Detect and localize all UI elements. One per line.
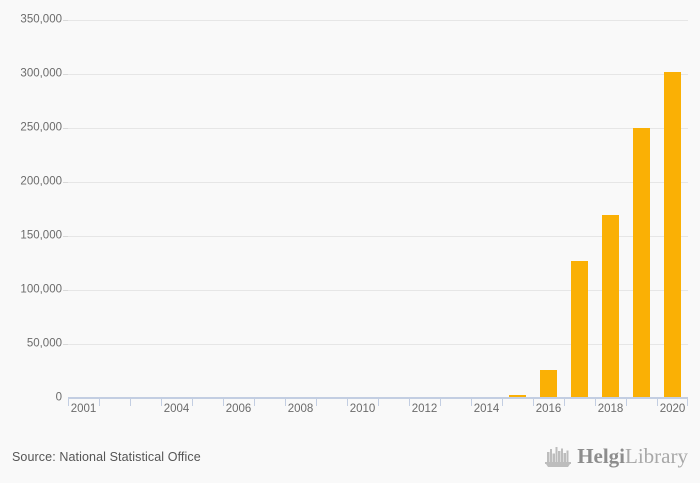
y-axis-tick-label: 100,000 bbox=[20, 283, 62, 296]
x-axis-tick bbox=[471, 398, 472, 406]
x-axis-labels: 2001 2004 2006 2008 2010 2012 2014 2016 2018 2020 bbox=[68, 403, 688, 422]
x-axis-tick bbox=[161, 398, 162, 406]
brand-wordmark: HelgiLibrary bbox=[577, 443, 688, 468]
bar-2016[interactable] bbox=[540, 369, 557, 398]
x-axis-tick-label: 2006 bbox=[225, 403, 252, 415]
y-axis-tick-label: 300,000 bbox=[20, 67, 62, 80]
y-axis-tick bbox=[63, 74, 68, 75]
x-axis-tick bbox=[687, 398, 688, 406]
y-axis-tick bbox=[63, 182, 68, 183]
y-axis-tick-label: 50,000 bbox=[26, 337, 62, 350]
plot-area bbox=[68, 20, 688, 399]
x-axis-tick bbox=[68, 398, 69, 406]
x-axis-tick bbox=[130, 398, 131, 406]
y-axis-tick-label: 250,000 bbox=[20, 121, 62, 134]
x-axis-tick-label: 2008 bbox=[287, 403, 314, 415]
bar-2018[interactable] bbox=[602, 215, 619, 398]
gridline bbox=[68, 236, 688, 237]
x-axis-tick bbox=[595, 398, 596, 406]
x-axis-tick bbox=[285, 398, 286, 406]
x-axis-tick-label: 2016 bbox=[535, 403, 562, 415]
y-axis-tick-label: 150,000 bbox=[20, 229, 62, 242]
x-axis-tick bbox=[626, 398, 627, 406]
x-axis-tick-label: 2012 bbox=[411, 403, 438, 415]
brand-name-light: Library bbox=[625, 443, 688, 468]
helgi-library-logo[interactable]: HelgiLibrary bbox=[545, 445, 688, 467]
y-axis-tick-label: 200,000 bbox=[20, 175, 62, 188]
chart-footer: Source: National Statistical Office bbox=[0, 437, 700, 483]
x-axis-tick bbox=[223, 398, 224, 406]
x-axis-tick-label: 2004 bbox=[163, 403, 190, 415]
gridline bbox=[68, 74, 688, 75]
x-axis-tick bbox=[502, 398, 503, 406]
source-note: Source: National Statistical Office bbox=[12, 450, 201, 464]
y-axis-tick-label: 350,000 bbox=[20, 13, 62, 26]
gridline bbox=[68, 344, 688, 345]
x-axis-tick-label: 2014 bbox=[473, 403, 500, 415]
y-axis-tick bbox=[63, 128, 68, 129]
x-axis-tick bbox=[254, 398, 255, 406]
x-axis-tick-label: 2018 bbox=[597, 403, 624, 415]
gridline bbox=[68, 20, 688, 21]
bar-2015[interactable] bbox=[509, 394, 526, 398]
bar-2019[interactable] bbox=[633, 128, 650, 398]
x-axis-tick-label: 2001 bbox=[70, 403, 97, 415]
x-axis-tick bbox=[657, 398, 658, 406]
x-axis-tick bbox=[564, 398, 565, 406]
y-axis-tick bbox=[63, 20, 68, 21]
x-axis-tick bbox=[99, 398, 100, 406]
brand-name-bold: Helgi bbox=[577, 443, 626, 468]
x-axis-tick bbox=[440, 398, 441, 406]
y-axis-labels: 0 50,000 100,000 150,000 200,000 250,000 300,0… bbox=[0, 14, 68, 403]
x-axis-tick bbox=[316, 398, 317, 406]
bar-2017[interactable] bbox=[571, 260, 588, 398]
x-axis-line bbox=[68, 397, 688, 398]
x-axis-tick bbox=[192, 398, 193, 406]
gridline bbox=[68, 128, 688, 129]
x-axis-tick bbox=[409, 398, 410, 406]
bar-2020[interactable] bbox=[664, 71, 681, 398]
y-axis-tick-label: 0 bbox=[55, 391, 62, 404]
x-axis-tick bbox=[347, 398, 348, 406]
bar-series bbox=[68, 20, 688, 398]
x-axis-tick-label: 2020 bbox=[659, 403, 686, 415]
y-axis-tick bbox=[63, 236, 68, 237]
gridline bbox=[68, 290, 688, 291]
x-axis-tick bbox=[533, 398, 534, 406]
x-axis-ticks bbox=[68, 398, 688, 406]
x-axis-tick-label: 2010 bbox=[349, 403, 376, 415]
x-axis-tick bbox=[378, 398, 379, 406]
gridline bbox=[68, 182, 688, 183]
y-axis-tick bbox=[63, 290, 68, 291]
y-axis-tick bbox=[63, 344, 68, 345]
library-books-icon bbox=[545, 445, 572, 467]
